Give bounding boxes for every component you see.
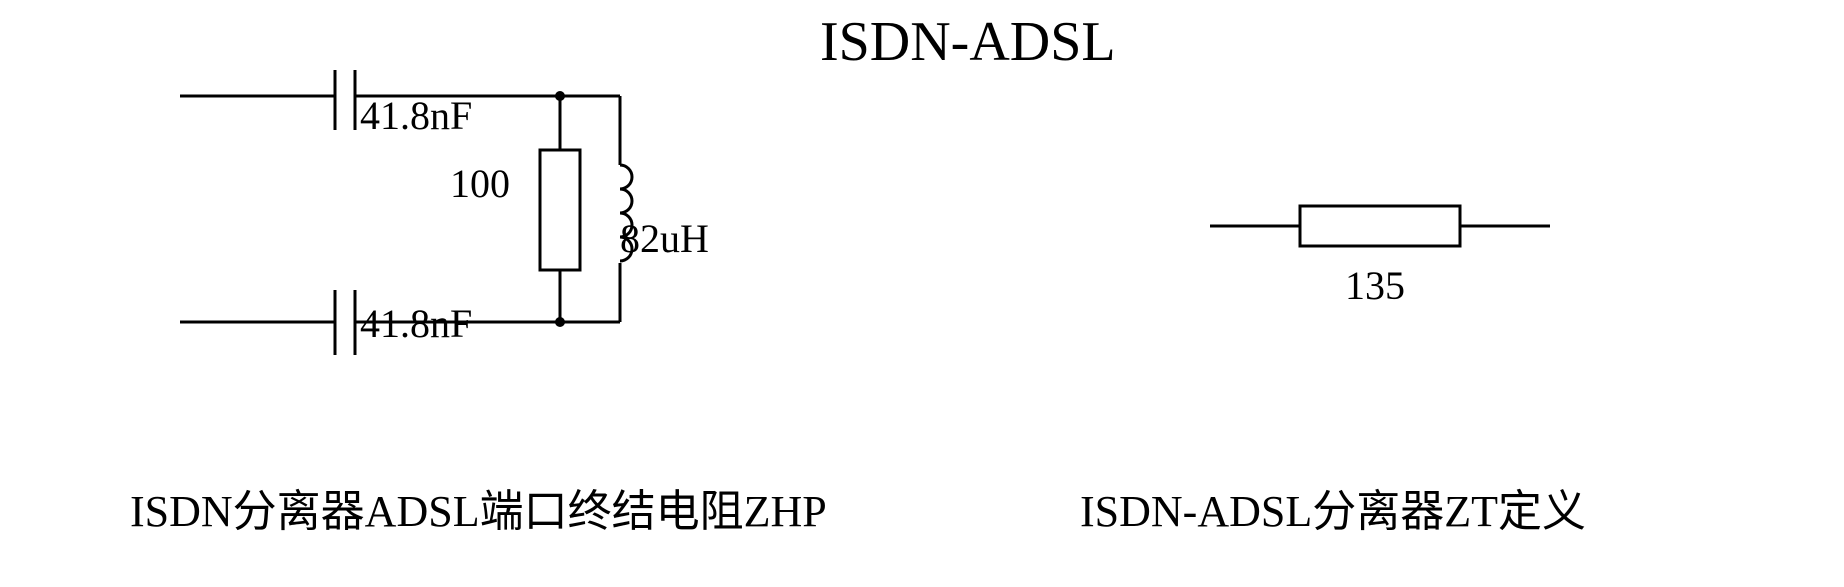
cap-top-label: 41.8nF (360, 92, 472, 139)
right-caption: ISDN-ADSL分离器ZT定义 (1080, 475, 1586, 539)
resistor-right-label: 135 (1345, 262, 1405, 309)
resistor-left-label: 100 (450, 160, 510, 207)
inductor-label: 82uH (620, 215, 709, 262)
left-caption: ISDN分离器ADSL端口终结电阻ZHP (130, 475, 827, 539)
cap-bottom-label: 41.8nF (360, 300, 472, 347)
